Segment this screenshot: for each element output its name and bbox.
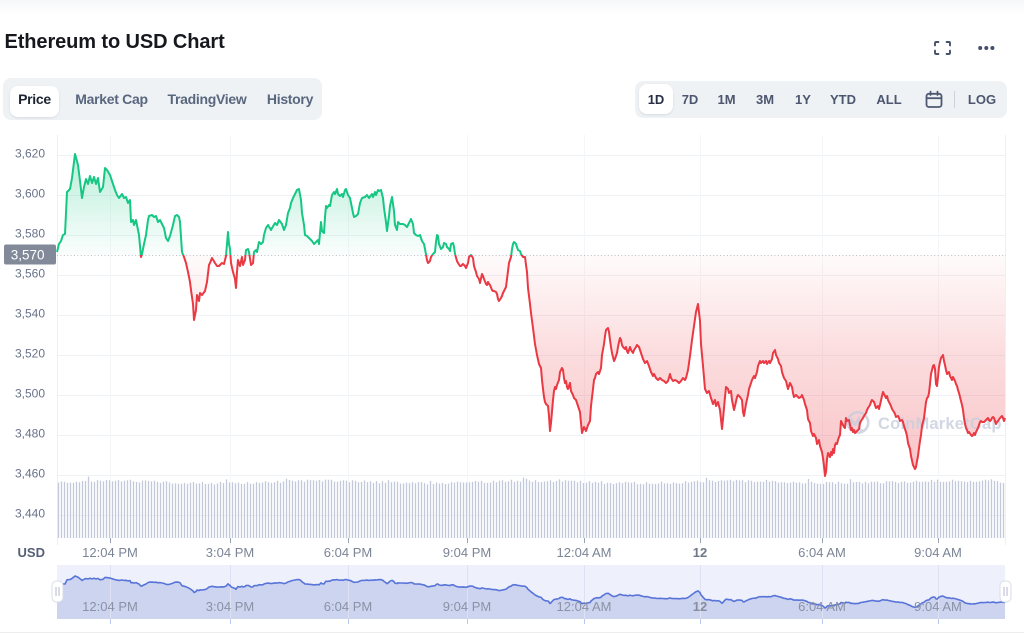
svg-text:6:04 AM: 6:04 AM: [798, 545, 846, 560]
svg-text:9:04 AM: 9:04 AM: [914, 545, 962, 560]
svg-text:3,600: 3,600: [15, 187, 45, 201]
svg-text:3,620: 3,620: [15, 147, 45, 161]
svg-text:3:04 PM: 3:04 PM: [206, 599, 254, 614]
svg-text:6:04 PM: 6:04 PM: [324, 545, 372, 560]
svg-text:CoinMarketCap: CoinMarketCap: [878, 415, 1002, 433]
svg-text:6:04 AM: 6:04 AM: [798, 599, 846, 614]
svg-text:USD: USD: [18, 545, 45, 560]
svg-text:3,500: 3,500: [15, 387, 45, 401]
svg-text:3,540: 3,540: [15, 307, 45, 321]
svg-text:3,460: 3,460: [15, 467, 45, 481]
svg-text:6:04 PM: 6:04 PM: [324, 599, 372, 614]
svg-text:3,440: 3,440: [15, 507, 45, 521]
svg-text:12:04 PM: 12:04 PM: [82, 599, 138, 614]
svg-text:3:04 PM: 3:04 PM: [206, 545, 254, 560]
svg-text:12: 12: [693, 599, 707, 614]
svg-text:9:04 AM: 9:04 AM: [914, 599, 962, 614]
svg-text:9:04 PM: 9:04 PM: [443, 545, 491, 560]
svg-text:12:04 AM: 12:04 AM: [557, 599, 612, 614]
svg-text:3,580: 3,580: [15, 227, 45, 241]
svg-text:12:04 PM: 12:04 PM: [82, 545, 138, 560]
svg-text:9:04 PM: 9:04 PM: [443, 599, 491, 614]
svg-text:3,480: 3,480: [15, 427, 45, 441]
svg-text:3,520: 3,520: [15, 347, 45, 361]
svg-text:3,570: 3,570: [11, 248, 45, 263]
svg-text:12: 12: [693, 545, 707, 560]
svg-text:12:04 AM: 12:04 AM: [557, 545, 612, 560]
svg-text:3,560: 3,560: [15, 267, 45, 281]
